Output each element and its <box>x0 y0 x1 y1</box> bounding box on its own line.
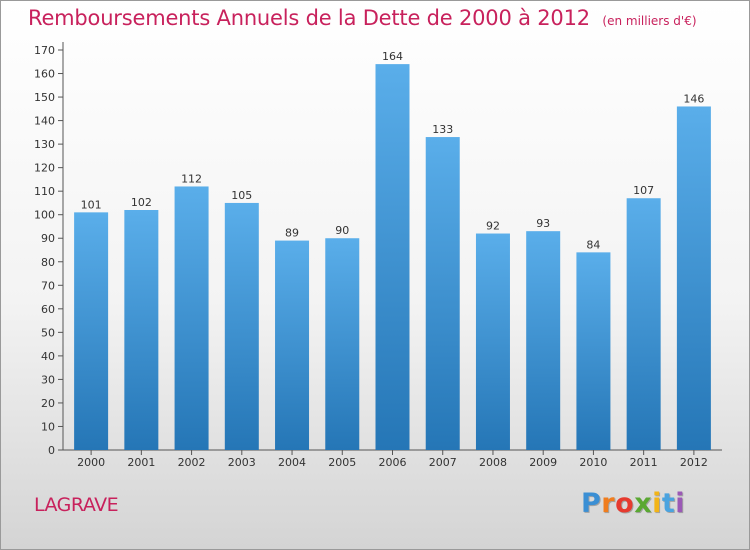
y-tick-label: 90 <box>41 232 55 245</box>
y-tick-label: 40 <box>41 350 55 363</box>
bar-value-label: 112 <box>181 172 202 185</box>
y-tick-label: 70 <box>41 279 55 292</box>
commune-name: LAGRAVE <box>34 494 119 516</box>
x-tick-label: 2004 <box>278 456 306 469</box>
x-tick-label: 2001 <box>127 456 155 469</box>
logo-letter: i <box>675 488 686 519</box>
x-tick-label: 2009 <box>529 456 557 469</box>
x-tick-label: 2010 <box>579 456 607 469</box>
y-tick-label: 120 <box>34 162 55 175</box>
y-tick-label: 110 <box>34 185 55 198</box>
logo-letter: t <box>661 488 676 519</box>
x-tick-label: 2011 <box>630 456 658 469</box>
x-tick-label: 2000 <box>77 456 105 469</box>
y-tick-label: 10 <box>41 420 55 433</box>
logo-letter: P <box>581 488 602 519</box>
bar-value-label: 105 <box>231 189 252 202</box>
bar <box>275 240 310 450</box>
y-tick-label: 140 <box>34 115 55 128</box>
x-tick-label: 2005 <box>328 456 356 469</box>
logo-letter: x <box>634 488 653 519</box>
bar <box>174 186 209 450</box>
bar <box>74 212 109 450</box>
bar <box>475 233 510 450</box>
bar <box>124 210 159 450</box>
bar <box>576 252 611 450</box>
bar-value-label: 101 <box>81 198 102 211</box>
chart-title: Remboursements Annuels de la Dette de 20… <box>28 6 697 30</box>
y-tick-label: 60 <box>41 303 55 316</box>
proxiti-logo: Proxiti <box>581 488 685 519</box>
bar-value-label: 133 <box>432 123 453 136</box>
bar <box>676 106 711 451</box>
bar <box>224 202 259 450</box>
chart-title-text: Remboursements Annuels de la Dette de 20… <box>28 6 590 30</box>
x-tick-label: 2003 <box>228 456 256 469</box>
y-tick-label: 50 <box>41 326 55 339</box>
bar-value-label: 107 <box>633 184 654 197</box>
bar <box>626 198 661 450</box>
y-tick-label: 170 <box>34 44 55 57</box>
x-tick-label: 2008 <box>479 456 507 469</box>
x-tick-label: 2002 <box>178 456 206 469</box>
x-tick-label: 2007 <box>429 456 457 469</box>
y-tick-label: 80 <box>41 256 55 269</box>
logo-letter: o <box>615 488 635 519</box>
bar-value-label: 146 <box>683 92 704 105</box>
bar-value-label: 164 <box>382 50 403 63</box>
y-tick-label: 160 <box>34 68 55 81</box>
chart-subtitle: (en milliers d'€) <box>602 14 697 28</box>
logo-letter: r <box>601 488 616 519</box>
bar <box>325 238 360 450</box>
y-tick-label: 30 <box>41 373 55 386</box>
bar-value-label: 102 <box>131 196 152 209</box>
y-tick-label: 150 <box>34 91 55 104</box>
y-tick-label: 20 <box>41 397 55 410</box>
bar <box>375 64 410 450</box>
bar-value-label: 92 <box>486 220 500 233</box>
bar-value-label: 93 <box>536 217 550 230</box>
y-tick-label: 130 <box>34 138 55 151</box>
bar <box>425 137 460 450</box>
y-tick-label: 0 <box>48 444 55 457</box>
logo-letter: i <box>652 488 662 519</box>
bar-value-label: 90 <box>335 224 349 237</box>
y-tick-label: 100 <box>34 209 55 222</box>
bar-value-label: 84 <box>586 238 600 251</box>
bar-value-label: 89 <box>285 227 299 240</box>
x-tick-label: 2012 <box>680 456 708 469</box>
x-tick-label: 2006 <box>379 456 407 469</box>
bar <box>526 231 561 450</box>
